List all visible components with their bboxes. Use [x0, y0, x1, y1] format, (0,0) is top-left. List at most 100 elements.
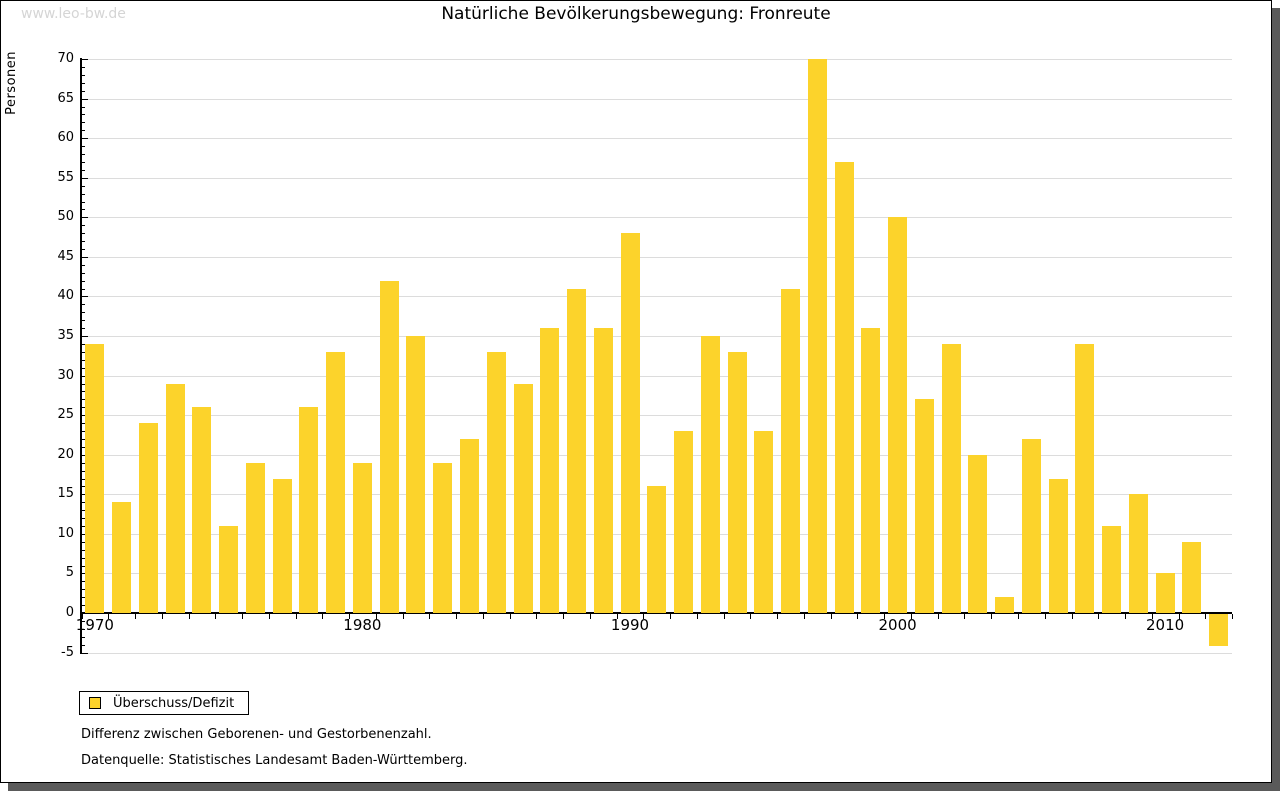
- x-tick-26: [777, 614, 779, 619]
- bar-1973: [165, 383, 185, 613]
- x-tick-36: [1044, 614, 1046, 619]
- x-tick-8: [295, 614, 297, 619]
- y-tick-32: [81, 359, 85, 361]
- y-tick-60: [81, 138, 88, 140]
- x-tick-6: [242, 614, 243, 619]
- y-tick-label-20: 20: [57, 446, 74, 462]
- y-tick-6: [81, 565, 85, 567]
- bar-1972: [138, 423, 158, 613]
- y-tick-label-50: 50: [57, 209, 74, 225]
- y-tick-13: [81, 510, 85, 512]
- y-tick-27: [81, 399, 85, 401]
- bar-2009: [1128, 494, 1148, 613]
- x-tick-2: [135, 614, 136, 619]
- x-tick-9: [322, 614, 324, 619]
- y-tick-66: [81, 90, 85, 92]
- y-tick-33: [81, 351, 85, 353]
- x-tick-label-1980: 1980: [343, 616, 382, 634]
- y-tick-16: [81, 486, 85, 488]
- bar-1999: [861, 328, 881, 613]
- y-tick-label-25: 25: [57, 407, 74, 423]
- y-tick-56: [81, 169, 85, 171]
- bar-1992: [674, 431, 693, 613]
- y-tick-18: [81, 470, 85, 472]
- y-tick-42: [81, 280, 85, 282]
- x-tick-30: [884, 614, 886, 619]
- x-tick-37: [1071, 614, 1073, 619]
- y-tick--3: [81, 636, 85, 638]
- legend: Überschuss/Defizit: [79, 691, 250, 715]
- x-tick-43: [1232, 614, 1233, 619]
- y-tick-23: [81, 431, 85, 432]
- x-tick-23: [696, 614, 698, 619]
- gridline-y-70: [81, 59, 1232, 60]
- x-tick-label-2010: 2010: [1146, 616, 1185, 634]
- y-tick-53: [81, 193, 85, 195]
- y-tick-47: [81, 241, 85, 242]
- y-tick-54: [81, 185, 85, 187]
- y-tick-36: [81, 328, 85, 330]
- legend-label: Überschuss/Defizit: [113, 695, 235, 711]
- y-tick-39: [81, 304, 85, 306]
- footnote-source: Datenquelle: Statistisches Landesamt Bad…: [81, 753, 468, 768]
- bar-1975: [219, 525, 239, 613]
- y-tick-43: [81, 272, 85, 274]
- gridline-y-45: [81, 256, 1232, 258]
- x-tick-41: [1178, 614, 1180, 619]
- y-tick-7: [81, 557, 85, 559]
- bar-1987: [540, 328, 560, 613]
- gridline-y-60: [81, 138, 1232, 140]
- bar-1970: [85, 343, 105, 613]
- watermark: www.leo-bw.de: [21, 6, 126, 22]
- bar-2011: [1182, 541, 1202, 613]
- x-tick-31: [910, 614, 912, 619]
- y-tick-49: [81, 225, 85, 227]
- y-tick--2: [81, 628, 85, 630]
- x-tick-15: [482, 614, 484, 619]
- x-tick-28: [830, 614, 832, 619]
- bar-1991: [647, 486, 667, 613]
- gridline-y--5: [81, 652, 1232, 654]
- y-tick-label-40: 40: [57, 288, 74, 304]
- bar-1981: [379, 280, 399, 613]
- bar-1996: [781, 288, 800, 613]
- gridline-y-20: [81, 454, 1232, 456]
- bar-1974: [192, 407, 212, 613]
- y-tick-31: [81, 367, 85, 369]
- gridline-y-65: [81, 98, 1232, 100]
- y-tick-55: [81, 177, 88, 179]
- window-shadow-bottom: [8, 783, 1280, 791]
- bar-2003: [968, 454, 988, 613]
- bar-2010: [1155, 573, 1175, 613]
- x-tick-40: [1151, 614, 1153, 619]
- x-tick-17: [536, 614, 538, 619]
- x-tick-19: [589, 614, 591, 619]
- y-tick-label-55: 55: [57, 169, 74, 185]
- y-tick-label-60: 60: [57, 130, 74, 146]
- y-tick-12: [81, 518, 85, 519]
- x-tick-25: [750, 614, 752, 619]
- gridline-y-25: [81, 415, 1232, 417]
- x-tick-20: [616, 614, 618, 619]
- y-tick-15: [81, 494, 88, 496]
- x-axis-line: [80, 612, 1232, 614]
- x-tick-39: [1125, 614, 1126, 619]
- bar-1985: [486, 351, 506, 613]
- x-tick-38: [1098, 614, 1100, 619]
- y-tick-69: [81, 66, 85, 68]
- bar-1988: [567, 288, 586, 613]
- bar-1971: [112, 502, 132, 613]
- x-tick-5: [215, 614, 217, 619]
- y-tick-35: [81, 336, 88, 337]
- y-tick-41: [81, 288, 85, 290]
- gridline-y-40: [81, 296, 1232, 298]
- y-tick--5: [81, 652, 88, 654]
- y-tick-67: [81, 82, 85, 84]
- bar-1986: [513, 383, 533, 613]
- gridline-y-50: [81, 217, 1232, 219]
- y-tick-58: [81, 154, 85, 155]
- x-tick-1: [108, 614, 110, 619]
- y-tick-2: [81, 597, 85, 599]
- y-tick-62: [81, 122, 85, 124]
- y-tick-48: [81, 233, 85, 235]
